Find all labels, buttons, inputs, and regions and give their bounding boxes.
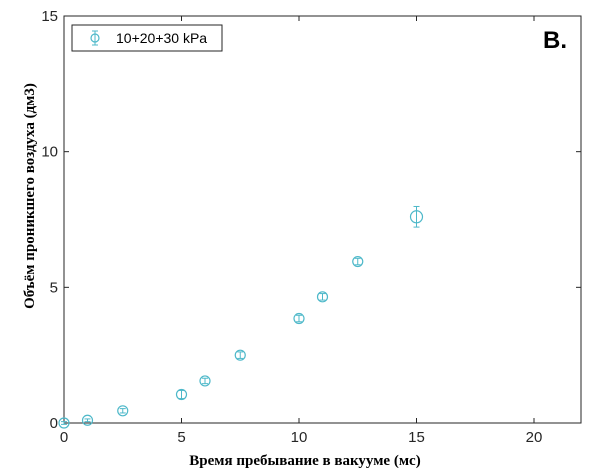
x-tick-label: 15 — [408, 429, 425, 446]
data-point — [352, 255, 364, 268]
y-axis-title: Объём проникшего воздуха (дм3) — [22, 83, 38, 309]
data-point — [81, 414, 94, 426]
plot-area — [63, 15, 582, 424]
data-point — [199, 375, 211, 387]
y-axis-ticks: 0 5 10 15 — [41, 8, 581, 432]
legend-box — [71, 24, 223, 52]
y-tick-label: 0 — [50, 415, 58, 432]
x-tick-label: 10 — [291, 429, 308, 446]
x-tick-label: 5 — [177, 429, 185, 446]
data-point — [293, 312, 305, 325]
data-point — [409, 210, 424, 224]
data-point — [175, 388, 188, 401]
y-tick-label: 15 — [41, 8, 58, 25]
data-point — [58, 417, 70, 429]
data-point — [117, 405, 129, 417]
x-axis-title: Время пребывание в вакууме (мс) — [189, 453, 420, 469]
y-tick-label: 5 — [50, 279, 58, 296]
data-series — [58, 205, 424, 429]
legend: 10+20+30 kPa — [71, 24, 223, 52]
data-point — [316, 291, 329, 303]
y-tick-label: 10 — [41, 144, 58, 161]
panel-label: B. — [543, 27, 567, 54]
x-tick-label: 20 — [526, 429, 543, 446]
data-point — [234, 349, 246, 361]
x-axis-ticks: 0 5 10 15 20 — [60, 16, 543, 446]
legend-label: 10+20+30 kPa — [116, 30, 207, 46]
legend-marker — [90, 33, 100, 43]
x-tick-label: 0 — [60, 429, 68, 446]
